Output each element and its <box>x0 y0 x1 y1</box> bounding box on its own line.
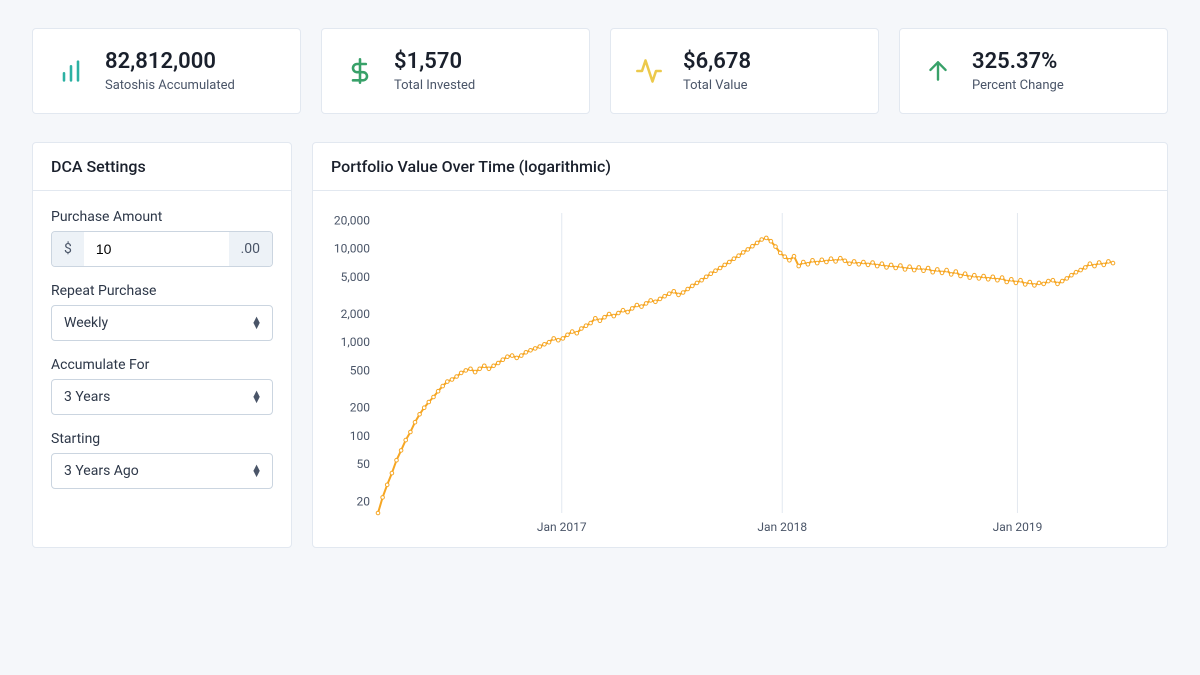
starting-value: 3 Years Ago <box>64 463 139 479</box>
settings-card: DCA Settings Purchase Amount $ .00 Repea… <box>32 142 292 548</box>
stat-label: Total Invested <box>394 78 475 93</box>
stat-card: $1,570 Total Invested <box>321 28 590 114</box>
field-accumulate-for: Accumulate For 3 Years ▲▼ <box>51 357 273 415</box>
repeat-purchase-value: Weekly <box>64 315 108 331</box>
field-repeat-purchase: Repeat Purchase Weekly ▲▼ <box>51 283 273 341</box>
field-purchase-amount: Purchase Amount $ .00 <box>51 209 273 267</box>
chevron-updown-icon: ▲▼ <box>251 391 262 403</box>
bar-chart-icon <box>55 55 87 87</box>
stats-row: 82,812,000 Satoshis Accumulated $1,570 T… <box>32 28 1168 114</box>
svg-text:20,000: 20,000 <box>334 213 370 227</box>
svg-text:1,000: 1,000 <box>341 335 371 349</box>
stat-card: $6,678 Total Value <box>610 28 879 114</box>
stat-label: Satoshis Accumulated <box>105 78 235 93</box>
svg-text:2,000: 2,000 <box>341 307 371 321</box>
field-starting: Starting 3 Years Ago ▲▼ <box>51 431 273 489</box>
svg-text:100: 100 <box>350 429 370 443</box>
activity-icon <box>633 55 665 87</box>
stat-value: $1,570 <box>394 49 475 74</box>
dollar-icon <box>344 55 376 87</box>
stat-value: $6,678 <box>683 49 751 74</box>
currency-prefix: $ <box>52 232 84 266</box>
svg-text:Jan 2017: Jan 2017 <box>537 520 587 534</box>
accumulate-for-label: Accumulate For <box>51 357 273 373</box>
repeat-purchase-label: Repeat Purchase <box>51 283 273 299</box>
svg-text:5,000: 5,000 <box>341 270 371 284</box>
stat-card: 82,812,000 Satoshis Accumulated <box>32 28 301 114</box>
settings-title: DCA Settings <box>33 143 291 191</box>
svg-text:50: 50 <box>357 457 371 471</box>
repeat-purchase-select[interactable]: Weekly ▲▼ <box>51 305 273 341</box>
chevron-updown-icon: ▲▼ <box>251 465 262 477</box>
svg-text:Jan 2019: Jan 2019 <box>993 520 1043 534</box>
stat-label: Total Value <box>683 78 751 93</box>
portfolio-chart: Jan 2017 Jan 2018 Jan 2019 20 50 100 200 500 1,0… <box>323 203 1123 543</box>
stat-card: 325.37% Percent Change <box>899 28 1168 114</box>
stat-label: Percent Change <box>972 78 1064 93</box>
svg-text:500: 500 <box>350 363 370 377</box>
starting-select[interactable]: 3 Years Ago ▲▼ <box>51 453 273 489</box>
svg-text:10,000: 10,000 <box>334 242 370 256</box>
purchase-amount-input[interactable] <box>84 232 229 266</box>
svg-text:200: 200 <box>350 401 370 415</box>
chart-title: Portfolio Value Over Time (logarithmic) <box>313 143 1167 191</box>
stat-value: 325.37% <box>972 49 1064 74</box>
svg-text:20: 20 <box>357 494 371 508</box>
chart-card: Portfolio Value Over Time (logarithmic) … <box>312 142 1168 548</box>
stat-value: 82,812,000 <box>105 49 235 74</box>
starting-label: Starting <box>51 431 273 447</box>
chevron-updown-icon: ▲▼ <box>251 317 262 329</box>
accumulate-for-value: 3 Years <box>64 389 110 405</box>
svg-text:Jan 2018: Jan 2018 <box>757 520 807 534</box>
arrow-up-icon <box>922 55 954 87</box>
currency-suffix: .00 <box>229 232 272 266</box>
purchase-amount-label: Purchase Amount <box>51 209 273 225</box>
accumulate-for-select[interactable]: 3 Years ▲▼ <box>51 379 273 415</box>
